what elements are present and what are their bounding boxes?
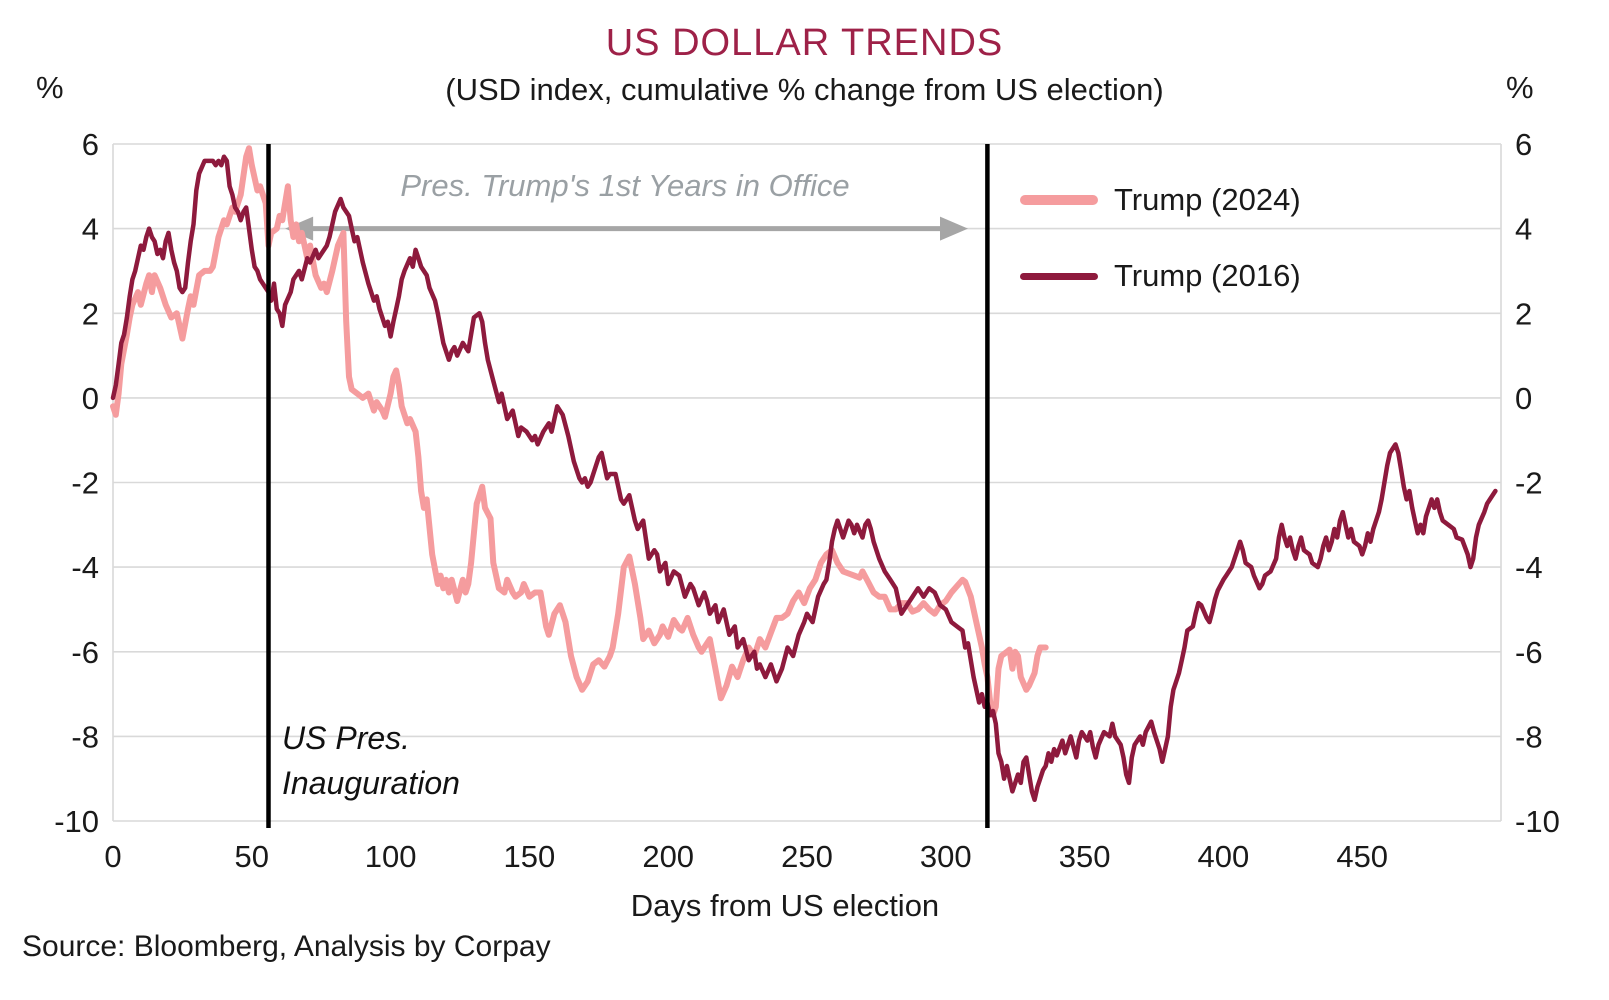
first-year-annotation-label: Pres. Trump's 1st Years in Office xyxy=(400,168,850,203)
inauguration-label-line1: US Pres. xyxy=(282,720,411,756)
legend-item-trump-2016: Trump (2016) xyxy=(1020,238,1301,314)
y-tick-label-right: 0 xyxy=(1515,381,1532,416)
y-tick-label-left: -10 xyxy=(54,804,99,839)
y-axis-unit-right: % xyxy=(1506,70,1534,105)
series-line-trump-2016- xyxy=(110,154,1498,803)
source-note: Source: Bloomberg, Analysis by Corpay xyxy=(22,930,551,963)
arrowhead-right-icon xyxy=(940,216,969,241)
x-axis-title: Days from US election xyxy=(630,888,940,923)
y-tick-label-right: -8 xyxy=(1515,719,1543,754)
legend-swatch-trump-2016 xyxy=(1020,272,1098,280)
legend-swatch-trump-2024 xyxy=(1020,195,1098,205)
page-title: US DOLLAR TRENDS xyxy=(605,22,1004,64)
x-tick-label: 50 xyxy=(235,839,269,874)
y-tick-label-left: 0 xyxy=(82,381,99,416)
y-tick-label-right: 4 xyxy=(1515,212,1532,247)
y-tick-label-right: -10 xyxy=(1515,804,1560,839)
chart-subtitle: (USD index, cumulative % change from US … xyxy=(445,72,1164,107)
x-tick-label: 300 xyxy=(920,839,972,874)
legend: Trump (2024) Trump (2016) xyxy=(1020,162,1301,314)
legend-label-trump-2016: Trump (2016) xyxy=(1114,258,1301,293)
y-tick-label-right: 6 xyxy=(1515,127,1532,162)
y-tick-label-right: 2 xyxy=(1515,296,1532,331)
y-tick-label-left: 2 xyxy=(82,296,99,331)
legend-label-trump-2024: Trump (2024) xyxy=(1114,182,1301,217)
y-tick-label-left: -2 xyxy=(71,466,99,501)
y-tick-label-left: -4 xyxy=(71,550,99,585)
y-tick-label-left: 6 xyxy=(82,127,99,162)
y-tick-label-right: -4 xyxy=(1515,550,1543,585)
x-tick-label: 350 xyxy=(1059,839,1111,874)
x-tick-label: 250 xyxy=(781,839,833,874)
y-axis-unit-left: % xyxy=(36,70,64,105)
inauguration-label-line2: Inauguration xyxy=(282,765,460,801)
x-tick-label: 0 xyxy=(104,839,121,874)
x-tick-label: 150 xyxy=(504,839,556,874)
x-tick-label: 450 xyxy=(1336,839,1388,874)
y-tick-label-right: -6 xyxy=(1515,635,1543,670)
y-tick-label-left: -6 xyxy=(71,635,99,670)
y-tick-label-right: -2 xyxy=(1515,466,1543,501)
legend-item-trump-2024: Trump (2024) xyxy=(1020,162,1301,238)
x-tick-label: 200 xyxy=(642,839,694,874)
inauguration-annotation-label: US Pres. Inauguration xyxy=(282,716,460,806)
series-line-trump-2024- xyxy=(110,145,1049,719)
y-tick-label-left: -8 xyxy=(71,719,99,754)
y-tick-label-left: 4 xyxy=(82,212,99,247)
x-tick-label: 400 xyxy=(1198,839,1250,874)
x-tick-label: 100 xyxy=(365,839,417,874)
